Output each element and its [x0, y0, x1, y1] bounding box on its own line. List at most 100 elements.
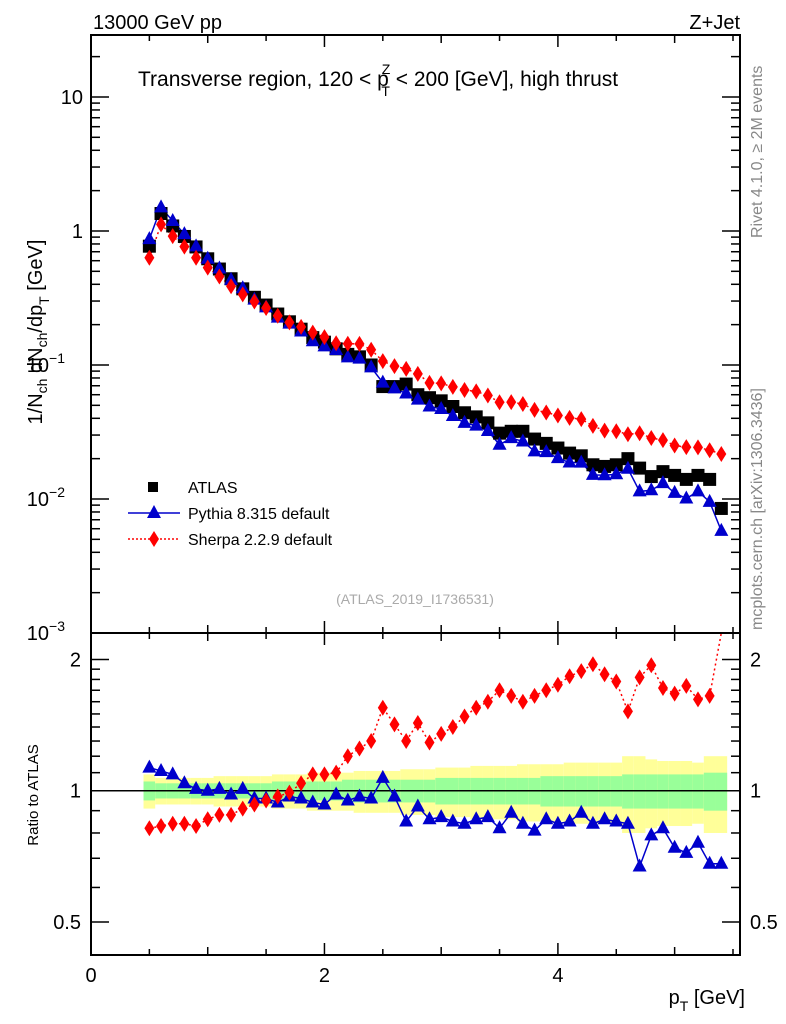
pythia-ratio-point	[597, 811, 612, 825]
pythia-point	[480, 422, 495, 436]
atlas-point	[446, 399, 460, 413]
legend-label: Pythia 8.315 default	[188, 506, 330, 523]
pythia-point	[702, 493, 717, 507]
pythia-ratio-point	[574, 804, 589, 818]
sherpa-point	[552, 407, 563, 424]
pythia-ratio-point	[679, 844, 694, 858]
pythia-ratio-point	[387, 788, 402, 802]
sherpa-ratio-point	[144, 820, 155, 837]
band-inner	[680, 774, 693, 809]
band-inner	[633, 774, 646, 809]
legend-marker-atlas	[148, 482, 158, 492]
band-inner	[657, 774, 669, 809]
ratio-y-tick-label-right: 2	[750, 649, 761, 671]
atlas-point	[458, 406, 472, 420]
sherpa-ratio-point	[471, 699, 482, 716]
sherpa-point	[296, 318, 307, 335]
ratio-y-tick-label: 2	[70, 649, 81, 671]
pythia-ratio-point	[165, 766, 180, 780]
pythia-point	[200, 250, 215, 264]
atlas-point	[598, 459, 612, 473]
sherpa-ratio-point	[226, 806, 237, 823]
atlas-point	[691, 468, 705, 482]
pythia-point	[655, 475, 670, 489]
sherpa-point	[506, 394, 517, 411]
pythia-ratio-point	[714, 855, 729, 869]
sherpa-point	[681, 439, 692, 456]
pythia-ratio-point	[294, 790, 309, 804]
pythia-ratio-point	[469, 811, 484, 825]
atlas-point	[703, 472, 717, 486]
sherpa-point	[342, 335, 353, 352]
x-tick-label: 2	[319, 965, 330, 987]
sherpa-ratio-point	[179, 815, 190, 832]
pythia-point	[422, 398, 437, 412]
sherpa-point	[692, 439, 703, 456]
atlas-point	[633, 461, 647, 475]
pythia-point	[562, 454, 577, 468]
atlas-point	[644, 470, 658, 484]
band-inner	[622, 774, 634, 809]
x-tick-label: 0	[85, 965, 96, 987]
sherpa-point	[459, 381, 470, 398]
pythia-ratio-point	[410, 798, 425, 812]
pythia-ratio-point	[154, 762, 169, 776]
sherpa-point	[144, 249, 155, 266]
atlas-point	[714, 501, 728, 515]
pythia-point	[154, 199, 169, 213]
pythia-ratio-point	[702, 855, 717, 869]
sherpa-ratio-point	[704, 687, 715, 704]
pythia-ratio-point	[329, 786, 344, 800]
sherpa-point	[284, 314, 295, 331]
sherpa-ratio-point	[354, 740, 365, 757]
atlas-point	[656, 465, 670, 479]
pythia-point	[189, 238, 204, 252]
sherpa-point	[622, 426, 633, 443]
sherpa-ratio-point	[692, 691, 703, 708]
sherpa-point	[716, 445, 727, 462]
pythia-ratio-point	[585, 815, 600, 829]
sherpa-ratio-point	[517, 693, 528, 710]
ratio-y-tick-label-right: 0.5	[750, 912, 778, 934]
sherpa-ratio-point	[587, 656, 598, 673]
sherpa-ratio-point	[401, 733, 412, 750]
pythia-point	[410, 391, 425, 405]
sherpa-point	[576, 411, 587, 428]
pythia-ratio-point	[177, 775, 192, 789]
sherpa-ratio-point	[237, 800, 248, 817]
legend-label: ATLAS	[188, 480, 238, 497]
sherpa-ratio-point	[342, 748, 353, 765]
y-axis-label: 1/Nch dNch/dpT [GeV]	[25, 240, 52, 425]
pythia-ratio-point	[422, 811, 437, 825]
sherpa-ratio-point	[669, 685, 680, 702]
sherpa-ratio-point	[167, 815, 178, 832]
atlas-point	[679, 472, 693, 486]
legend-marker	[147, 505, 161, 518]
sherpa-ratio-point	[307, 766, 318, 783]
sherpa-ratio-point	[389, 716, 400, 733]
x-axis-label: pT [GeV]	[669, 987, 745, 1014]
sherpa-point	[202, 259, 213, 276]
sherpa-ratio-point	[459, 708, 470, 725]
ratio-y-tick-label: 1	[70, 781, 81, 803]
atlas-point	[493, 426, 507, 440]
sherpa-point	[191, 249, 202, 266]
pythia-point	[609, 466, 624, 480]
sherpa-point	[704, 442, 715, 459]
pythia-ratio-point	[352, 788, 367, 802]
sherpa-point	[214, 268, 225, 285]
pythia-point	[574, 454, 589, 468]
sherpa-ratio-point	[552, 676, 563, 693]
sherpa-point	[319, 329, 330, 346]
mcplots-label: mcplots.cern.ch [arXiv:1306.3436]	[749, 388, 766, 630]
sherpa-ratio-point	[284, 784, 295, 801]
sherpa-ratio-point	[214, 806, 225, 823]
x-tick-label: 4	[552, 965, 563, 987]
pythia-point	[539, 444, 554, 458]
sherpa-point	[436, 375, 447, 392]
sherpa-point	[599, 422, 610, 439]
sherpa-ratio-point	[272, 788, 283, 805]
pythia-ratio-point	[317, 796, 332, 810]
sherpa-ratio-point	[202, 811, 213, 828]
pythia-ratio-point	[550, 815, 565, 829]
